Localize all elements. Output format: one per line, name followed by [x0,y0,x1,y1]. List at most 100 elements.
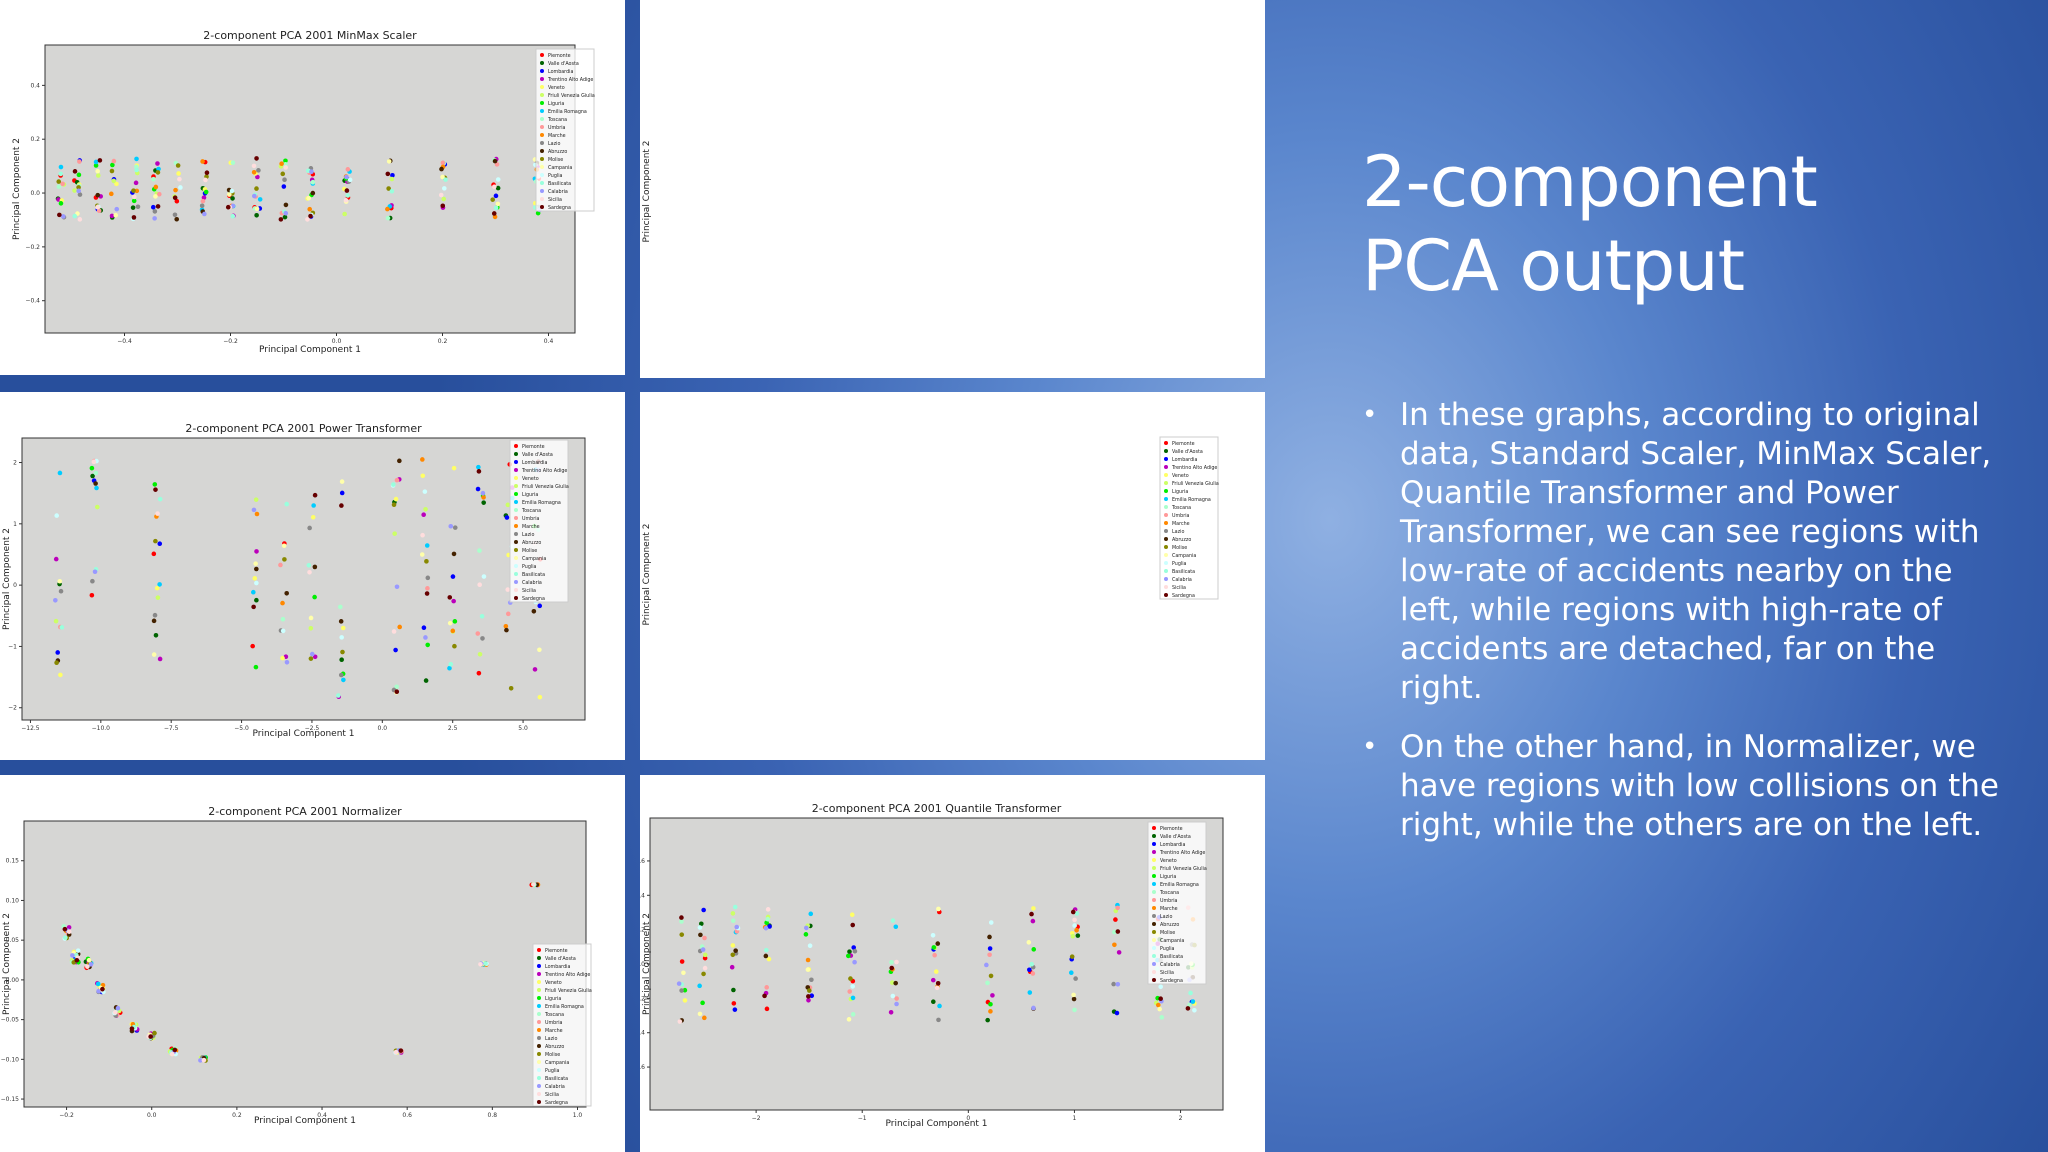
scatter-point [252,576,258,581]
legend-marker [514,444,518,448]
x-tick-label: −5.0 [234,725,249,732]
legend-entry: Sicilia [1160,970,1174,976]
scatter-point [153,184,159,190]
chart-title: 2-component PCA 2001 Quantile Transforme… [812,802,1062,815]
legend-entry: Toscana [547,117,567,123]
legend-entry: Campania [1160,938,1184,944]
legend-marker [1164,593,1168,597]
legend-entry: Valle d'Aosta [545,956,576,962]
scatter-point [730,918,736,924]
scatter-point [97,158,103,163]
y-tick-label: −0.05 [1,1017,20,1024]
scatter-point [503,623,509,629]
legend-entry: Umbria [522,516,540,522]
scatter-point [809,993,815,999]
scatter-point [702,1015,707,1021]
scatter-point [74,957,80,963]
legend-entry: Puglia [548,173,563,179]
legend-entry: Lombardia [522,460,547,466]
scatter-point [389,188,395,194]
scatter-point [766,956,772,962]
scatter-point [385,206,390,212]
x-tick-label: −1 [858,1115,867,1122]
scatter-point [679,932,685,937]
scatter-point [56,179,62,184]
scatter-point [452,643,457,649]
scatter-point [198,1058,203,1063]
y-tick-label: 2 [13,460,17,467]
legend-entry: Molise [522,548,537,554]
scatter-point [130,205,136,210]
x-tick-label: 0.0 [332,338,342,345]
scatter-point [421,625,427,631]
scatter-point [152,1030,157,1036]
scatter-point [504,627,509,633]
scatter-point [114,206,120,212]
chart-panel-quantile: 2-component PCA 2001 Quantile Transforme… [640,775,1265,1152]
legend-entry: Lazio [548,141,560,147]
scatter-point [495,177,501,182]
scatter-point [60,214,66,219]
legend-entry: Trentino Alto Adige [1159,850,1205,856]
legend-marker [540,117,544,121]
legend-box [535,48,595,212]
chart-title: 2-component PCA 2001 Normalizer [208,805,402,818]
scatter-point [96,208,102,214]
scatter-point [889,959,894,965]
scatter-point [253,561,258,566]
scatter-point [807,988,812,993]
scatter-point [93,163,99,168]
legend-marker [514,516,518,520]
scatter-point [1069,954,1075,959]
scatter-point [257,197,263,202]
legend-entry: Friuli Venezia Giulia [1172,481,1219,487]
scatter-point [988,1009,993,1014]
y-tick-label: −0.10 [1,1056,20,1063]
chart-quantile: 2-component PCA 2001 Quantile Transforme… [640,802,1224,1129]
y-tick-label: 0.2 [30,136,40,143]
legend-marker [1164,465,1168,469]
scatter-point [398,1048,404,1053]
legend-marker [514,532,518,536]
scatter-point [676,981,682,986]
legend-marker [514,476,518,480]
scatter-point [890,918,896,923]
legend-box [532,943,592,1107]
scatter-point [338,604,343,610]
scatter-point [448,661,454,667]
scatter-point [477,651,483,657]
scatter-point [988,1001,993,1007]
scatter-point [131,188,136,193]
scatter-point [153,538,158,544]
scatter-point [254,186,259,191]
scatter-point [1070,933,1076,939]
scatter-point [1157,1006,1162,1012]
slide-title-line-1: 2-component [1362,141,1818,223]
legend-entry: Basilicata [522,572,545,578]
scatter-point [310,179,316,185]
x-tick-label: 0.2 [232,1112,242,1119]
scatter-point [808,911,814,917]
scatter-point [424,559,429,564]
scatter-point [1155,1002,1161,1008]
scatter-point [60,181,65,187]
scatter-point [424,543,430,548]
y-tick-label: 0.0 [30,190,40,197]
scatter-point [765,916,771,922]
legend-entry: Valle d'Aosta [548,61,579,67]
scatter-point [341,677,346,683]
scatter-point [679,919,684,924]
scatter-point [702,955,708,961]
scatter-point [204,170,210,176]
scatter-point [85,964,90,969]
bullet-dot-icon: • [1362,400,1378,430]
scatter-point [343,198,349,203]
scatter-point [58,588,64,594]
scatter-point [339,635,344,640]
scatter-point [763,953,769,959]
legend-marker [514,556,518,560]
x-tick-label: −0.4 [117,338,132,345]
scatter-point [421,512,426,517]
scatter-point [109,213,115,219]
scatter-point [1075,933,1081,938]
